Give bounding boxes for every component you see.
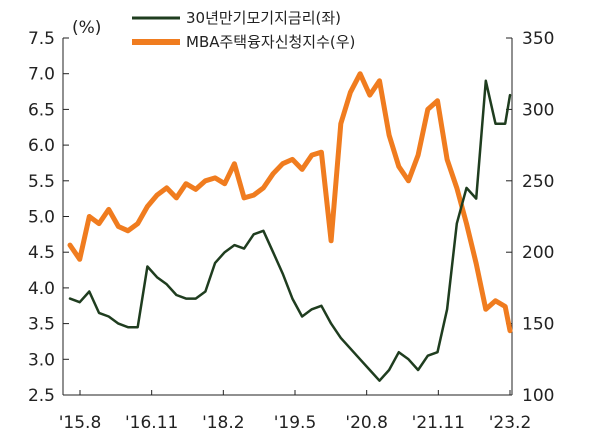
right-tick-label: 200 — [522, 243, 554, 263]
left-axis-ticks: 7.5 7.0 6.5 6.0 5.5 5.0 4.5 4.0 3.5 3.0 2.5 — [28, 29, 69, 406]
left-tick-label: 6.0 — [28, 136, 55, 156]
unit-label: (%) — [72, 18, 101, 38]
x-tick-label: '21.11 — [412, 413, 465, 433]
right-tick-label: 250 — [522, 172, 554, 192]
x-tick-label: '16.11 — [125, 413, 178, 433]
right-tick-label: 100 — [522, 386, 554, 406]
legend-label-mba: MBA주택융자신청지수(우) — [186, 33, 355, 51]
left-tick-label: 3.5 — [28, 315, 55, 335]
left-tick-label: 6.5 — [28, 100, 55, 120]
mba-index-line — [67, 71, 513, 334]
left-tick-label: 3.0 — [28, 350, 55, 370]
left-tick-label: 5.5 — [28, 172, 55, 192]
mortgage-rate-line — [68, 79, 512, 382]
left-tick-label: 4.5 — [28, 243, 55, 263]
x-axis-ticks: '15.8 '16.11 '18.2 '19.5 '20.8 '21.11 '23.2 — [59, 390, 532, 433]
x-tick-label: '23.2 — [489, 413, 532, 433]
left-tick-label: 7.5 — [28, 29, 55, 49]
x-tick-label: '20.8 — [345, 413, 388, 433]
right-tick-label: 300 — [522, 100, 554, 120]
x-tick-label: '18.2 — [202, 413, 245, 433]
legend-label-mortgage: 30년만기모기지금리(좌) — [186, 9, 341, 27]
legend: 30년만기모기지금리(좌) MBA주택융자신청지수(우) — [132, 9, 355, 51]
right-tick-label: 350 — [522, 29, 554, 49]
left-tick-label: 2.5 — [28, 386, 55, 406]
left-tick-label: 7.0 — [28, 65, 55, 85]
right-tick-label: 150 — [522, 315, 554, 335]
series-layer — [67, 71, 513, 382]
left-tick-label: 4.0 — [28, 279, 55, 299]
x-tick-label: '15.8 — [59, 413, 102, 433]
right-axis-ticks: 350 300 250 200 150 100 — [506, 29, 554, 406]
left-tick-label: 5.0 — [28, 208, 55, 228]
x-tick-label: '19.5 — [274, 413, 317, 433]
